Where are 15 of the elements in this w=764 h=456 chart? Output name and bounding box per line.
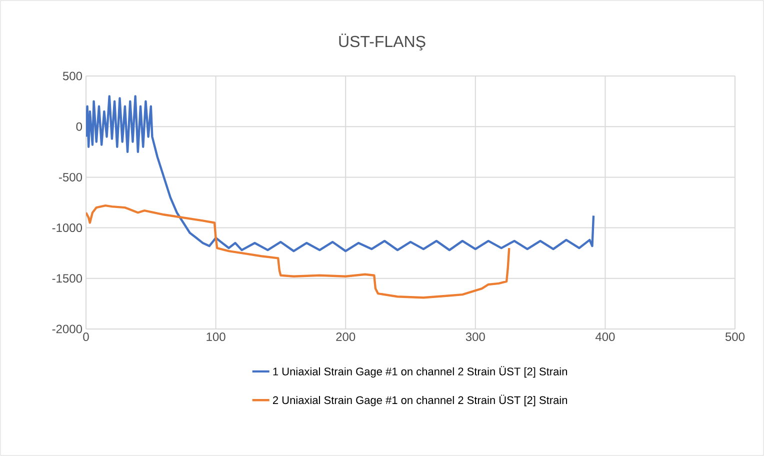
y-tick-label: -500 [58,172,82,182]
x-tick-label: 500 [725,332,745,342]
y-tick-label: 500 [62,72,82,80]
x-tick-label: 300 [466,332,485,342]
chart-title: ÜST-FLANŞ [339,34,426,50]
y-tick-label: -1000 [52,224,82,232]
y-tick-label: 0 [76,122,82,131]
y-tick-label: -1500 [52,274,82,283]
y-tick-label: -2000 [52,324,82,334]
x-tick-label: 200 [336,332,356,342]
legend-label: 1 Uniaxial Strain Gage #1 on channel 2 Strain ÜST [2] Strain [273,366,568,378]
x-tick-label: 100 [206,332,226,342]
x-tick-label: 400 [595,332,615,342]
legend-label: 2 Uniaxial Strain Gage #1 on channel 2 Strain ÜST [2] Strain [272,394,568,406]
x-tick-label: 0 [83,332,89,342]
